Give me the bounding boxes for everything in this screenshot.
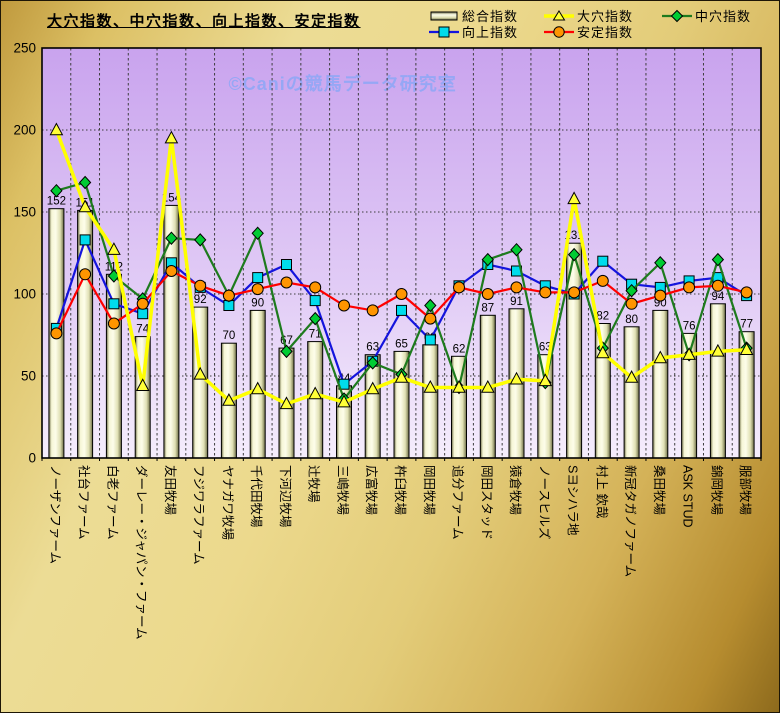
legend-item-koujou: 向上指数	[429, 22, 518, 41]
svg-text:Sヨシハラ地: Sヨシハラ地	[566, 465, 580, 536]
svg-text:服部牧場: 服部牧場	[738, 465, 753, 515]
svg-text:猿倉牧場: 猿倉牧場	[508, 465, 523, 515]
svg-text:ノーザンファーム: ノーザンファーム	[48, 465, 62, 564]
svg-text:友田牧場: 友田牧場	[163, 465, 177, 515]
svg-text:82: 82	[596, 311, 609, 323]
legend-label: 向上指数	[462, 25, 519, 40]
bar	[652, 309, 669, 459]
legend-label: 大穴指数	[577, 9, 634, 24]
svg-text:65: 65	[395, 338, 408, 350]
legend-item-antei: 安定指数	[544, 22, 633, 41]
bar	[307, 341, 324, 459]
svg-text:千代田牧場: 千代田牧場	[249, 465, 263, 528]
svg-text:200: 200	[13, 123, 36, 138]
y-axis-labels: 0 50 100 150 200 250	[13, 41, 36, 466]
legend-label: 安定指数	[577, 25, 634, 40]
bar	[623, 326, 640, 459]
svg-text:ノースヒルズ: ノースヒルズ	[537, 465, 552, 539]
legend-line-diamond-icon	[662, 9, 692, 22]
chart-title: 大穴指数、中穴指数、向上指数、安定指数	[47, 13, 361, 30]
legend-line-circle-icon	[544, 25, 574, 38]
svg-text:152: 152	[47, 196, 66, 208]
svg-text:80: 80	[625, 314, 638, 326]
svg-text:90: 90	[251, 297, 264, 309]
svg-text:下河辺牧場: 下河辺牧場	[278, 465, 292, 528]
x-axis-ticks	[41, 458, 762, 461]
svg-text:70: 70	[223, 330, 236, 342]
svg-text:76: 76	[683, 320, 696, 332]
svg-text:63: 63	[366, 342, 379, 354]
bar	[709, 303, 726, 459]
svg-text:杵臼牧場: 杵臼牧場	[393, 465, 408, 515]
svg-text:77: 77	[740, 319, 753, 331]
svg-text:91: 91	[510, 296, 523, 308]
svg-text:三嶋牧場: 三嶋牧場	[336, 465, 350, 515]
svg-text:桑田牧場: 桑田牧場	[652, 465, 666, 515]
svg-text:フジワラファーム: フジワラファーム	[192, 465, 206, 565]
watermark: ©Caniの競馬データ研究室	[229, 73, 457, 94]
svg-text:白老ファーム: 白老ファーム	[105, 465, 120, 540]
svg-text:87: 87	[481, 302, 494, 314]
legend-label: 中穴指数	[695, 9, 752, 24]
svg-text:社台ファーム: 社台ファーム	[77, 465, 92, 540]
legend-item-ooana: 大穴指数	[544, 6, 633, 25]
svg-text:100: 100	[13, 287, 36, 302]
x-axis-labels: ノーザンファーム 社台ファーム 白老ファーム ダーレー・ジャパン・ファーム 友田牧場 フジ…	[48, 465, 753, 640]
svg-text:62: 62	[453, 343, 466, 355]
svg-text:村上 欽哉: 村上 欽哉	[594, 465, 609, 518]
series-circle	[50, 265, 753, 340]
svg-text:ヤナガワ牧場: ヤナガワ牧場	[220, 465, 234, 540]
legend-item-chuuana: 中穴指数	[662, 6, 751, 25]
bar	[393, 350, 410, 459]
svg-text:錦岡牧場: 錦岡牧場	[709, 465, 724, 515]
svg-text:50: 50	[21, 369, 36, 384]
svg-text:150: 150	[13, 205, 36, 220]
svg-text:広富牧場: 広富牧場	[364, 465, 379, 515]
legend-line-triangle-icon	[544, 9, 574, 20]
svg-text:92: 92	[194, 294, 207, 306]
svg-text:追分ファーム: 追分ファーム	[451, 465, 466, 540]
svg-text:ASK STUD: ASK STUD	[681, 465, 695, 528]
legend-label: 総合指数	[462, 9, 519, 24]
legend-bar-swatch-icon	[430, 11, 458, 20]
svg-text:ダーレー・ジャパン・ファーム: ダーレー・ジャパン・ファーム	[134, 465, 149, 640]
svg-text:岡田スタッド: 岡田スタッド	[479, 465, 493, 540]
legend-item-sougou: 総合指数	[430, 6, 518, 25]
svg-text:94: 94	[712, 291, 725, 303]
svg-text:辻牧場: 辻牧場	[307, 465, 321, 503]
bar	[422, 344, 439, 459]
svg-text:新冠タガノファーム: 新冠タガノファーム	[623, 465, 638, 577]
svg-text:250: 250	[13, 41, 36, 56]
svg-text:0: 0	[28, 451, 36, 466]
bar	[77, 209, 94, 459]
svg-text:74: 74	[136, 324, 149, 336]
svg-text:71: 71	[309, 329, 322, 341]
svg-text:岡田牧場: 岡田牧場	[422, 465, 436, 515]
series-triangle	[49, 122, 754, 410]
legend-line-square-icon	[429, 26, 459, 37]
